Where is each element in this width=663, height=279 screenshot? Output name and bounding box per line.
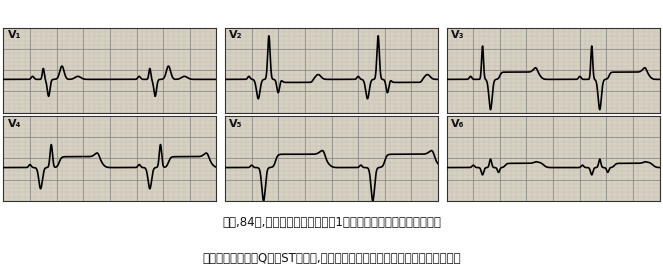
Text: V₂: V₂ — [229, 30, 243, 40]
Text: V₃: V₃ — [451, 30, 464, 40]
Text: V₄: V₄ — [7, 119, 21, 129]
Text: 前间壁及前壁异常Q波伴ST段抬高,提示室壁瘤形成（被心脏超声波证实）心电图: 前间壁及前壁异常Q波伴ST段抬高,提示室壁瘤形成（被心脏超声波证实）心电图 — [202, 252, 461, 266]
Text: 女性,84岁,前间壁、前壁心肌梗死1年余。显示完全性右束支阻滞、: 女性,84岁,前间壁、前壁心肌梗死1年余。显示完全性右束支阻滞、 — [222, 216, 441, 229]
Text: V₁: V₁ — [7, 30, 21, 40]
Text: V₆: V₆ — [451, 119, 464, 129]
Text: V₅: V₅ — [229, 119, 243, 129]
